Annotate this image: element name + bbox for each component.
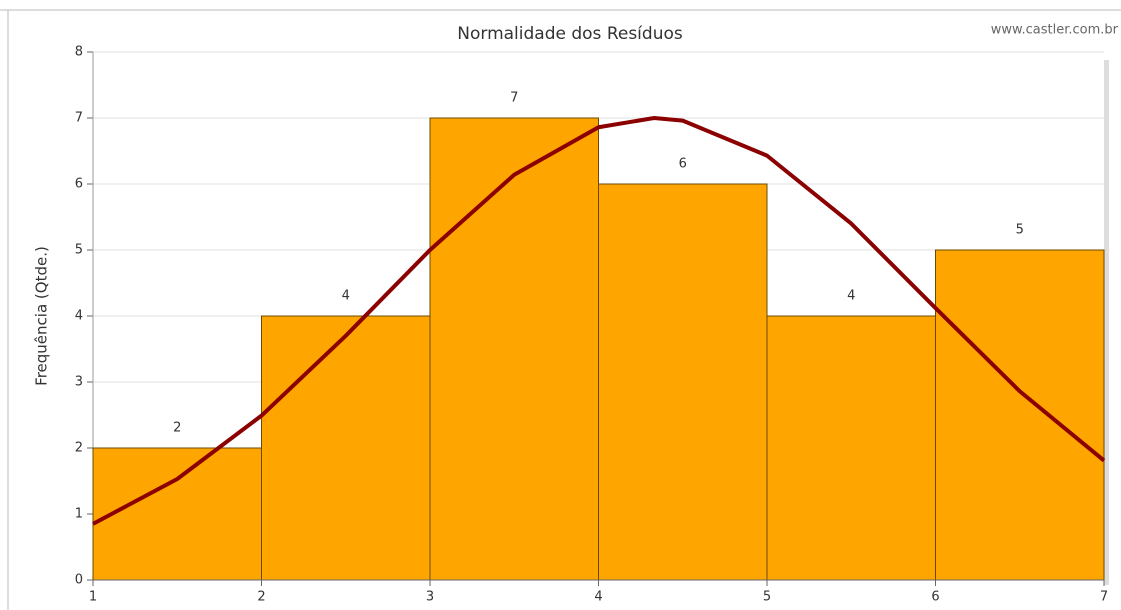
y-tick-label: 4 bbox=[75, 309, 83, 324]
x-tick-label: 1 bbox=[89, 590, 97, 605]
x-tick-label: 6 bbox=[931, 590, 939, 605]
bar bbox=[261, 315, 431, 581]
bar bbox=[92, 447, 262, 581]
watermark: www.castler.com.br bbox=[991, 23, 1119, 38]
data-label: 4 bbox=[342, 289, 350, 304]
bar bbox=[429, 117, 599, 581]
x-tick-label: 2 bbox=[257, 590, 265, 605]
y-tick-label: 1 bbox=[75, 507, 83, 522]
data-label: 6 bbox=[679, 157, 687, 172]
data-label: 2 bbox=[173, 421, 181, 436]
y-axis-label: Frequência (Qtde.) bbox=[33, 246, 51, 386]
y-tick-label: 3 bbox=[75, 375, 83, 390]
y-tick-label: 6 bbox=[75, 177, 83, 192]
normal-curve bbox=[92, 116, 1106, 526]
y-tick-label: 5 bbox=[75, 243, 83, 258]
y-tick-label: 0 bbox=[75, 573, 83, 588]
x-tick-label: 5 bbox=[763, 590, 771, 605]
plot-shadow bbox=[1104, 60, 1109, 585]
data-label: 7 bbox=[510, 91, 518, 106]
chart-title: Normalidade dos Resíduos bbox=[457, 24, 683, 44]
y-tick-label: 7 bbox=[75, 111, 83, 126]
x-tick-label: 4 bbox=[594, 590, 602, 605]
x-tick-label: 7 bbox=[1100, 590, 1108, 605]
bar bbox=[766, 315, 936, 581]
bar bbox=[935, 249, 1105, 581]
data-label: 5 bbox=[1016, 223, 1024, 238]
y-tick-label: 2 bbox=[75, 441, 83, 456]
bar bbox=[598, 183, 768, 581]
x-tick-label: 3 bbox=[426, 590, 434, 605]
data-label: 4 bbox=[847, 289, 855, 304]
y-tick-label: 8 bbox=[75, 45, 83, 60]
